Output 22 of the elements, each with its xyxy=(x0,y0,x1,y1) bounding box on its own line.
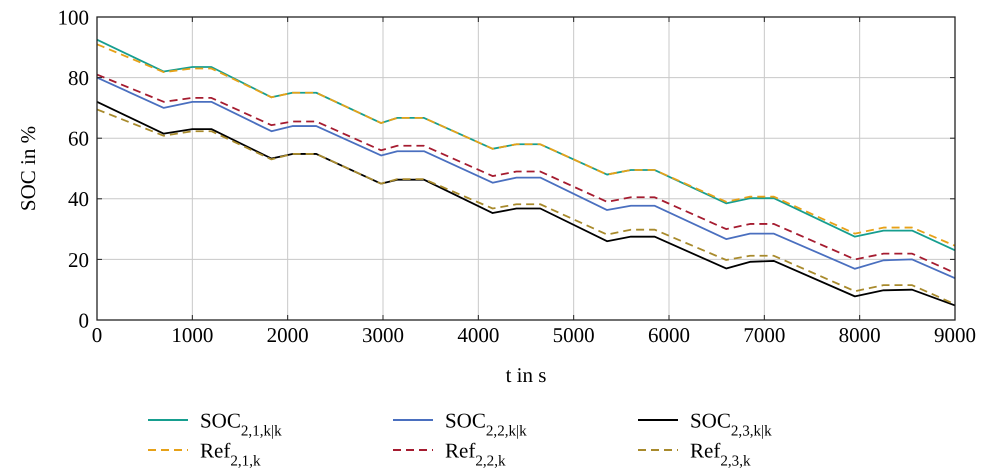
x-tick-label: 5000 xyxy=(552,323,595,347)
y-tick-label: 80 xyxy=(68,66,89,90)
legend-label: SOC$_{2,1,k|k}$ xyxy=(200,408,282,440)
x-tick-label: 3000 xyxy=(362,323,404,347)
x-axis-title: t in s xyxy=(506,363,546,387)
x-tick-label: 2000 xyxy=(266,323,309,347)
x-tick-label: 9000 xyxy=(934,323,976,347)
x-tick-label: 6000 xyxy=(648,323,690,347)
legend-label: SOC$_{2,3,k|k}$ xyxy=(690,408,772,440)
y-tick-label: 60 xyxy=(68,126,89,151)
legend-label: Ref$_{2,1,k}$ xyxy=(200,438,261,468)
legend-label: Ref$_{2,2,k}$ xyxy=(445,438,506,468)
x-tick-label: 8000 xyxy=(838,323,881,347)
y-tick-label: 100 xyxy=(58,5,89,30)
x-tick-label: 4000 xyxy=(457,323,500,347)
y-tick-label: 40 xyxy=(68,187,89,212)
y-axis-title: SOC in % xyxy=(16,126,40,212)
x-tick-label: 1000 xyxy=(171,323,214,347)
legend-label: SOC$_{2,2,k|k}$ xyxy=(445,408,528,440)
legend-label: Ref$_{2,3,k}$ xyxy=(690,438,751,468)
y-tick-label: 20 xyxy=(68,248,89,272)
x-tick-label: 7000 xyxy=(743,323,786,347)
